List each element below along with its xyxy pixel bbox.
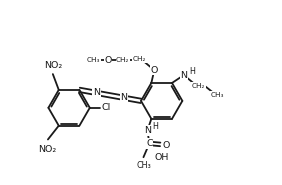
Text: O: O — [151, 66, 158, 75]
Text: Cl: Cl — [102, 103, 111, 112]
Text: NO₂: NO₂ — [38, 145, 56, 154]
Text: H: H — [189, 67, 195, 76]
Text: H: H — [152, 122, 158, 131]
Text: N: N — [144, 126, 151, 135]
Text: CH₂: CH₂ — [116, 57, 129, 63]
Text: CH₃: CH₃ — [211, 92, 224, 98]
Text: O: O — [162, 141, 170, 150]
Text: CH₂: CH₂ — [192, 83, 205, 89]
Text: CH₃: CH₃ — [87, 57, 100, 63]
Text: OH: OH — [154, 153, 168, 162]
Text: N: N — [120, 93, 127, 102]
Text: CH₃: CH₃ — [136, 161, 151, 170]
Text: N: N — [93, 88, 100, 97]
Text: C: C — [146, 139, 153, 148]
Text: O: O — [104, 56, 112, 65]
Text: NO₂: NO₂ — [44, 61, 62, 70]
Text: N: N — [180, 71, 187, 80]
Text: CH₂: CH₂ — [133, 56, 146, 62]
